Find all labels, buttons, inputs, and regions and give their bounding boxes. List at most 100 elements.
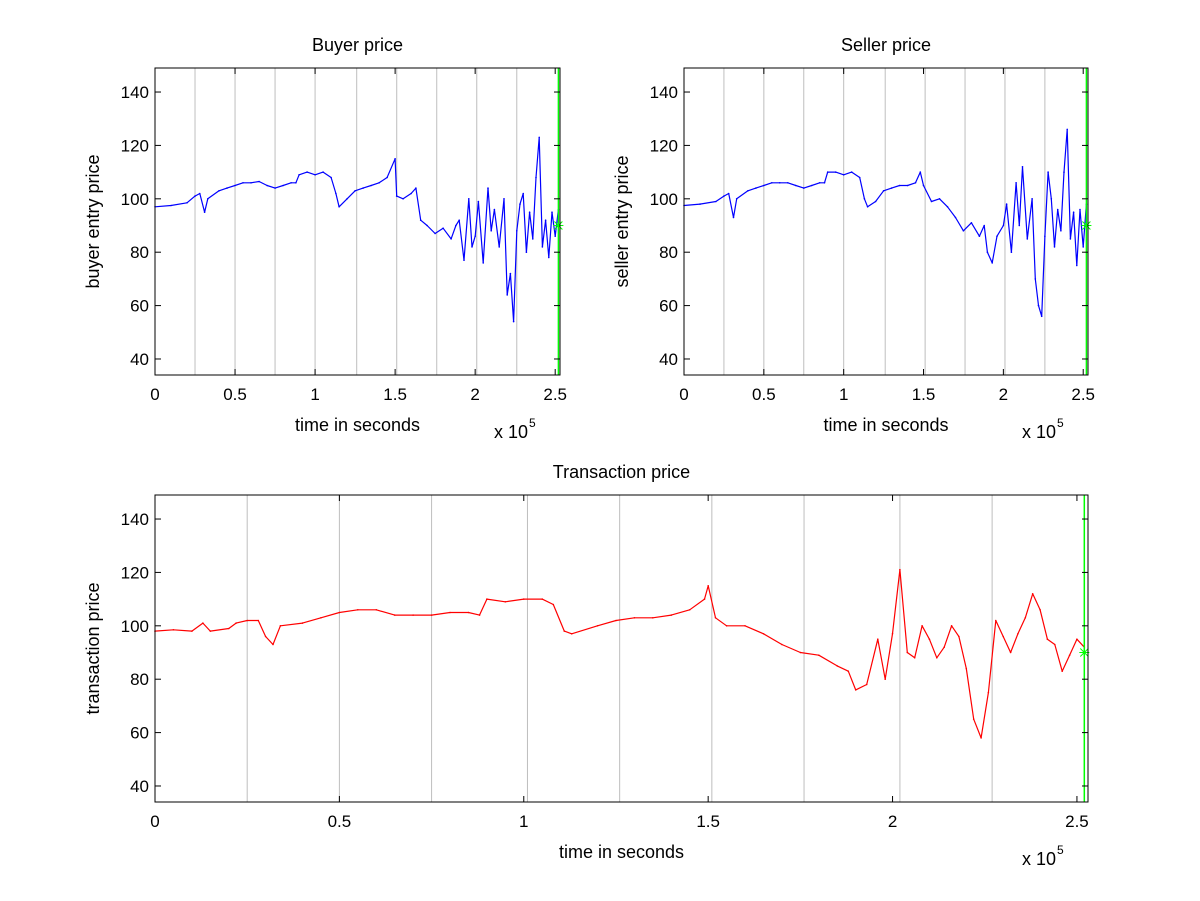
transaction-data-point	[865, 683, 868, 686]
seller-data-point	[858, 176, 861, 179]
transaction-data-point	[615, 619, 617, 622]
seller-ytick-label: 80	[659, 243, 678, 262]
transaction-data-point	[430, 614, 433, 616]
transaction-xtick-label: 0	[150, 812, 159, 831]
seller-x-multiplier-exponent: 5	[1057, 416, 1064, 430]
seller-xlabel: time in seconds	[823, 415, 948, 435]
seller-data-point	[898, 184, 901, 187]
buyer-data-point	[525, 251, 528, 253]
seller-data-point	[962, 230, 965, 232]
transaction-data-point	[762, 633, 765, 635]
seller-data-point	[715, 200, 717, 203]
seller-data-point	[699, 203, 701, 205]
transaction-data-point	[1068, 654, 1071, 656]
transaction-ytick-label: 100	[121, 617, 149, 636]
transaction-data-point	[486, 598, 488, 600]
buyer-ytick-label: 140	[121, 83, 149, 102]
buyer-data-point	[250, 182, 252, 184]
seller-xtick-label: 2	[999, 385, 1008, 404]
transaction-data-point	[375, 609, 378, 611]
transaction-data-point	[836, 665, 838, 667]
seller-data-point	[727, 192, 730, 195]
transaction-data-point	[338, 611, 341, 614]
transaction-data-point	[670, 614, 673, 616]
seller-data-point	[938, 198, 941, 200]
transaction-data-point	[936, 657, 938, 659]
transaction-title: Transaction price	[553, 462, 690, 482]
transaction-x-multiplier-exponent: 5	[1057, 843, 1064, 857]
buyer-data-point	[322, 171, 324, 173]
transaction-ytick-label: 60	[130, 724, 149, 743]
buyer-data-point	[234, 184, 236, 187]
buyer-xlabel: time in seconds	[295, 415, 420, 435]
seller-data-point	[890, 187, 893, 189]
transaction-data-point	[980, 737, 982, 739]
seller-data-point	[922, 184, 925, 187]
seller-data-point	[874, 200, 877, 203]
transaction-data-point	[877, 638, 879, 640]
buyer-data-point	[203, 211, 206, 213]
transaction-data-point	[523, 598, 525, 600]
buyer-data-point	[386, 176, 388, 179]
buyer-xtick-label: 2.5	[543, 385, 567, 404]
transaction-data-point	[633, 617, 636, 619]
transaction-data-point	[987, 691, 990, 694]
seller-data-point	[1002, 224, 1005, 227]
transaction-data-point	[965, 667, 968, 670]
buyer-data-point	[266, 184, 268, 187]
buyer-data-point	[541, 246, 544, 248]
buyer-axes-box	[154, 67, 561, 376]
transaction-data-point	[552, 603, 555, 606]
buyer-data-point	[338, 206, 340, 208]
transaction-data-point	[943, 646, 945, 648]
seller-data-point	[795, 184, 797, 187]
transaction-data-point	[191, 630, 193, 632]
seller-data-point	[810, 184, 813, 187]
transaction-data-point	[570, 633, 573, 635]
seller-data-point	[1060, 230, 1062, 232]
buyer-data-point	[493, 208, 496, 211]
seller-data-point	[978, 235, 981, 237]
buyer-x-multiplier: x 10	[494, 422, 528, 442]
transaction-x-multiplier: x 10	[1022, 849, 1056, 869]
transaction-data-point	[202, 622, 204, 624]
buyer-data-point	[199, 192, 201, 195]
seller-chart: 0 0.5 1 1.5 2 2.5 40 60 80 100 120 140 Seller price t…	[612, 35, 1095, 442]
buyer-data-point	[298, 174, 300, 176]
seller-data-point	[954, 216, 957, 219]
seller-title: Seller price	[841, 35, 931, 55]
buyer-data-point	[194, 195, 196, 197]
buyer-data-point	[512, 320, 515, 323]
seller-data-point	[771, 182, 773, 184]
seller-end-marker-stroke	[1082, 221, 1091, 230]
seller-data-point	[1047, 171, 1049, 173]
transaction-data-point	[1009, 651, 1012, 654]
buyer-data-point	[503, 198, 505, 200]
buyer-xtick-label: 0.5	[223, 385, 247, 404]
seller-ytick-label: 140	[650, 83, 678, 102]
buyer-data-point	[519, 203, 521, 205]
transaction-data-point	[235, 622, 237, 624]
buyer-end-marker-stroke	[554, 221, 563, 230]
transaction-data-point	[958, 635, 960, 638]
buyer-title: Buyer price	[312, 35, 403, 55]
transaction-data-point	[1017, 633, 1019, 635]
transaction-data-point	[854, 689, 857, 691]
transaction-data-point	[928, 638, 931, 640]
seller-data-point	[1079, 208, 1081, 211]
seller-data-point	[735, 198, 738, 200]
transaction-data-point	[906, 651, 909, 654]
buyer-data-point	[415, 187, 417, 189]
buyer-data-point	[306, 171, 308, 173]
transaction-data-point	[357, 609, 359, 611]
buyer-xtick-label: 0	[150, 385, 159, 404]
buyer-data-point	[498, 246, 501, 248]
transaction-data-point	[301, 622, 304, 624]
transaction-data-point	[320, 617, 322, 619]
transaction-xtick-label: 2.5	[1065, 812, 1089, 831]
transaction-data-point	[1054, 643, 1056, 646]
seller-data-point	[946, 206, 949, 208]
transaction-data-point	[1002, 635, 1004, 638]
buyer-xtick-label: 2	[470, 385, 479, 404]
transaction-data-point	[1039, 609, 1041, 611]
